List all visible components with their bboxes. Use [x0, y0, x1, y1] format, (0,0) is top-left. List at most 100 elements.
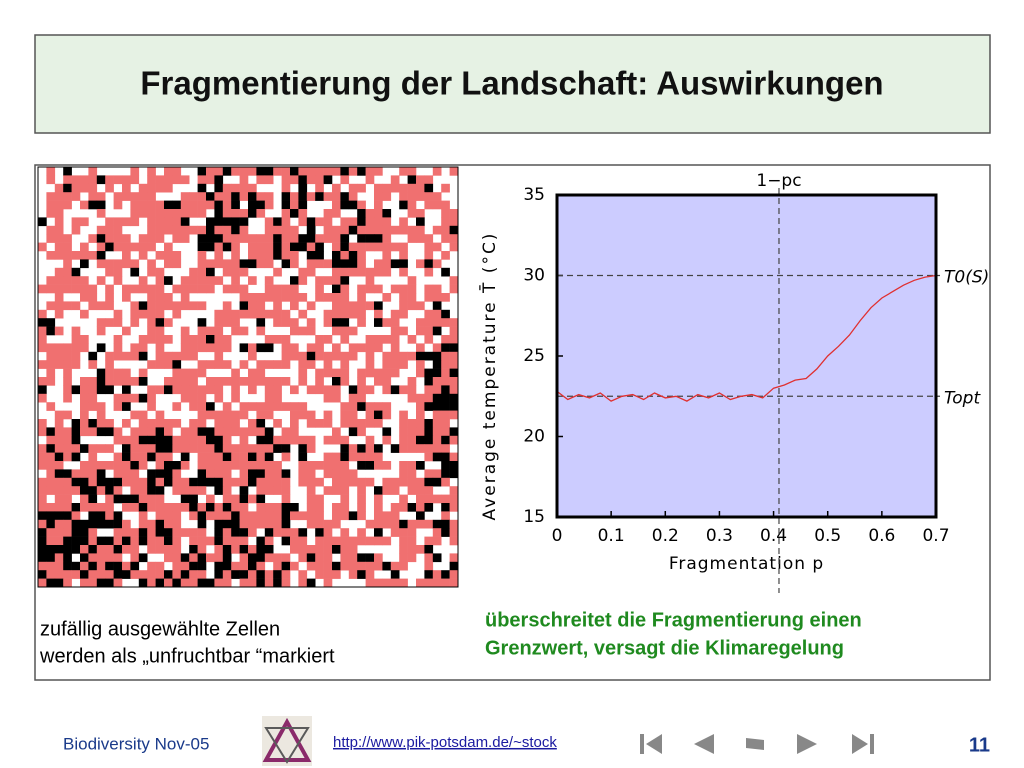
- cell: [441, 578, 450, 588]
- cell: [164, 461, 173, 470]
- cell: [248, 251, 257, 260]
- cell: [122, 477, 131, 487]
- cell: [306, 469, 316, 479]
- nav-arrow[interactable]: [852, 734, 868, 754]
- cell: [332, 318, 341, 327]
- cell: [374, 200, 383, 210]
- cell: [273, 318, 282, 327]
- cell: [80, 242, 89, 252]
- footer-link[interactable]: http://www.pik-potsdam.de/~stock: [333, 734, 557, 751]
- cell: [239, 561, 249, 571]
- cell: [348, 419, 358, 428]
- cell: [147, 284, 156, 294]
- nav-arrow[interactable]: [646, 734, 662, 754]
- cell: [189, 435, 198, 445]
- cell: [340, 503, 350, 512]
- cell: [54, 578, 64, 588]
- cell: [138, 368, 148, 378]
- cell: [88, 351, 98, 361]
- cell: [441, 503, 450, 512]
- cell: [38, 519, 47, 529]
- cell: [54, 536, 64, 546]
- nav-last[interactable]: [852, 734, 874, 754]
- cell: [382, 461, 392, 470]
- cell: [172, 167, 182, 176]
- cell: [130, 494, 140, 504]
- cell: [88, 452, 98, 462]
- cell: [449, 368, 459, 378]
- cell: [147, 486, 156, 495]
- cell: [197, 318, 207, 327]
- cell: [365, 435, 375, 445]
- cell: [399, 435, 408, 445]
- cell: [390, 528, 400, 537]
- cell: [256, 461, 266, 470]
- cell: [63, 578, 72, 588]
- cell: [390, 183, 400, 193]
- cell: [155, 251, 165, 260]
- cell: [197, 578, 207, 588]
- cell: [407, 200, 417, 210]
- cell: [206, 402, 215, 411]
- cell: [138, 301, 148, 311]
- cell: [281, 528, 291, 537]
- cell: [113, 335, 123, 344]
- cell: [214, 435, 224, 445]
- cell: [63, 511, 72, 521]
- cell: [382, 259, 392, 269]
- y-tick-label: 15: [523, 507, 545, 527]
- cell: [374, 284, 383, 294]
- cell: [441, 318, 450, 327]
- cell: [357, 461, 366, 470]
- cell: [130, 435, 140, 445]
- cell: [306, 175, 316, 185]
- cell: [449, 326, 459, 336]
- nav-bar[interactable]: [870, 734, 874, 754]
- cell: [113, 267, 123, 277]
- cell: [46, 234, 56, 243]
- nav-bar[interactable]: [640, 734, 644, 754]
- cell: [315, 276, 324, 285]
- cell: [197, 200, 207, 210]
- cell: [449, 217, 459, 227]
- page-number: 11: [969, 734, 990, 756]
- cell: [138, 284, 148, 294]
- cell: [348, 326, 358, 336]
- cell: [88, 536, 98, 546]
- cell: [96, 225, 106, 235]
- cell: [323, 469, 333, 479]
- cell: [273, 360, 282, 369]
- cell: [222, 536, 232, 546]
- cell: [365, 242, 375, 252]
- cell: [155, 360, 165, 369]
- cell: [374, 259, 383, 269]
- cell: [105, 553, 114, 563]
- cell: [256, 167, 266, 176]
- cell: [180, 234, 190, 243]
- nav-return[interactable]: [746, 738, 764, 750]
- series-line: [556, 274, 937, 402]
- nav-next[interactable]: [797, 734, 817, 754]
- cell: [399, 419, 408, 428]
- cell: [323, 318, 333, 327]
- cell: [164, 385, 173, 395]
- cell: [306, 234, 316, 243]
- cell: [71, 183, 81, 193]
- cell: [130, 351, 140, 361]
- cell: [54, 528, 64, 537]
- cell: [222, 545, 232, 554]
- cell: [340, 192, 350, 201]
- cell: [399, 284, 408, 294]
- cell: [323, 452, 333, 462]
- nav-first[interactable]: [640, 734, 662, 754]
- cell: [374, 494, 383, 504]
- cell: [357, 200, 366, 210]
- cell: [122, 503, 131, 512]
- cell: [172, 234, 182, 243]
- cell: [306, 477, 316, 487]
- cell: [180, 385, 190, 395]
- cell: [46, 284, 56, 294]
- nav-prev[interactable]: [694, 734, 714, 754]
- cell: [357, 503, 366, 512]
- cell: [155, 225, 165, 235]
